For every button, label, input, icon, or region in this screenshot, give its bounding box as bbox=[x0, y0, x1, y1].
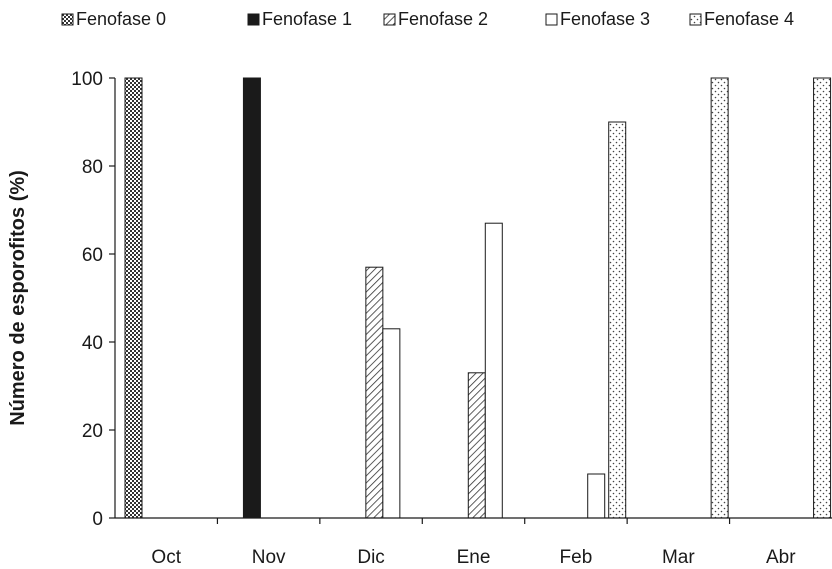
legend-swatch-3 bbox=[545, 13, 558, 26]
bar-ene-series-2 bbox=[467, 372, 486, 519]
legend-label-2: Fenofase 2 bbox=[398, 9, 488, 29]
legend-label-4: Fenofase 4 bbox=[704, 9, 794, 29]
x-tick-label-oct: Oct bbox=[151, 547, 181, 568]
x-tick-label-dic: Dic bbox=[357, 547, 384, 568]
x-tick-label-abr: Abr bbox=[766, 547, 796, 568]
bars bbox=[124, 77, 832, 519]
bar-abr-series-4 bbox=[813, 77, 832, 519]
legend-label-1: Fenofase 1 bbox=[262, 9, 352, 29]
bar-dic-series-3 bbox=[382, 328, 401, 519]
bar-oct-series-0 bbox=[124, 77, 143, 519]
y-tick-label-60: 60 bbox=[82, 245, 103, 266]
legend-label-0: Fenofase 0 bbox=[76, 9, 166, 29]
legend: Fenofase 0 Fenofase 1 Fenofase 2 Fenofase 3… bbox=[61, 9, 794, 29]
axes: 0 20 40 60 80 100 Oct Nov Dic Ene Feb Mar Abr bbox=[71, 69, 832, 568]
legend-swatch-1 bbox=[247, 13, 260, 26]
legend-swatch-2 bbox=[383, 13, 396, 26]
legend-swatch-4 bbox=[689, 13, 702, 26]
bar-feb-series-3 bbox=[587, 473, 606, 519]
y-axis-title-group: Número de esporofitos (%) bbox=[7, 170, 29, 426]
x-tick-label-feb: Feb bbox=[560, 547, 593, 568]
x-tick-label-mar: Mar bbox=[662, 547, 695, 568]
y-tick-label-0: 0 bbox=[92, 509, 103, 530]
x-tick-label-nov: Nov bbox=[252, 547, 286, 568]
bar-nov-series-1 bbox=[242, 77, 261, 519]
legend-swatch-0 bbox=[61, 13, 74, 26]
bar-dic-series-2 bbox=[365, 266, 384, 519]
y-tick-label-40: 40 bbox=[82, 333, 103, 354]
bar-feb-series-4 bbox=[608, 121, 627, 519]
bar-mar-series-4 bbox=[710, 77, 729, 519]
y-axis-title: Número de esporofitos (%) bbox=[7, 170, 29, 426]
bar-ene-series-3 bbox=[484, 222, 503, 519]
x-tick-label-ene: Ene bbox=[457, 547, 491, 568]
y-tick-label-100: 100 bbox=[71, 69, 103, 90]
y-tick-label-20: 20 bbox=[82, 421, 103, 442]
legend-label-3: Fenofase 3 bbox=[560, 9, 650, 29]
y-tick-label-80: 80 bbox=[82, 157, 103, 178]
